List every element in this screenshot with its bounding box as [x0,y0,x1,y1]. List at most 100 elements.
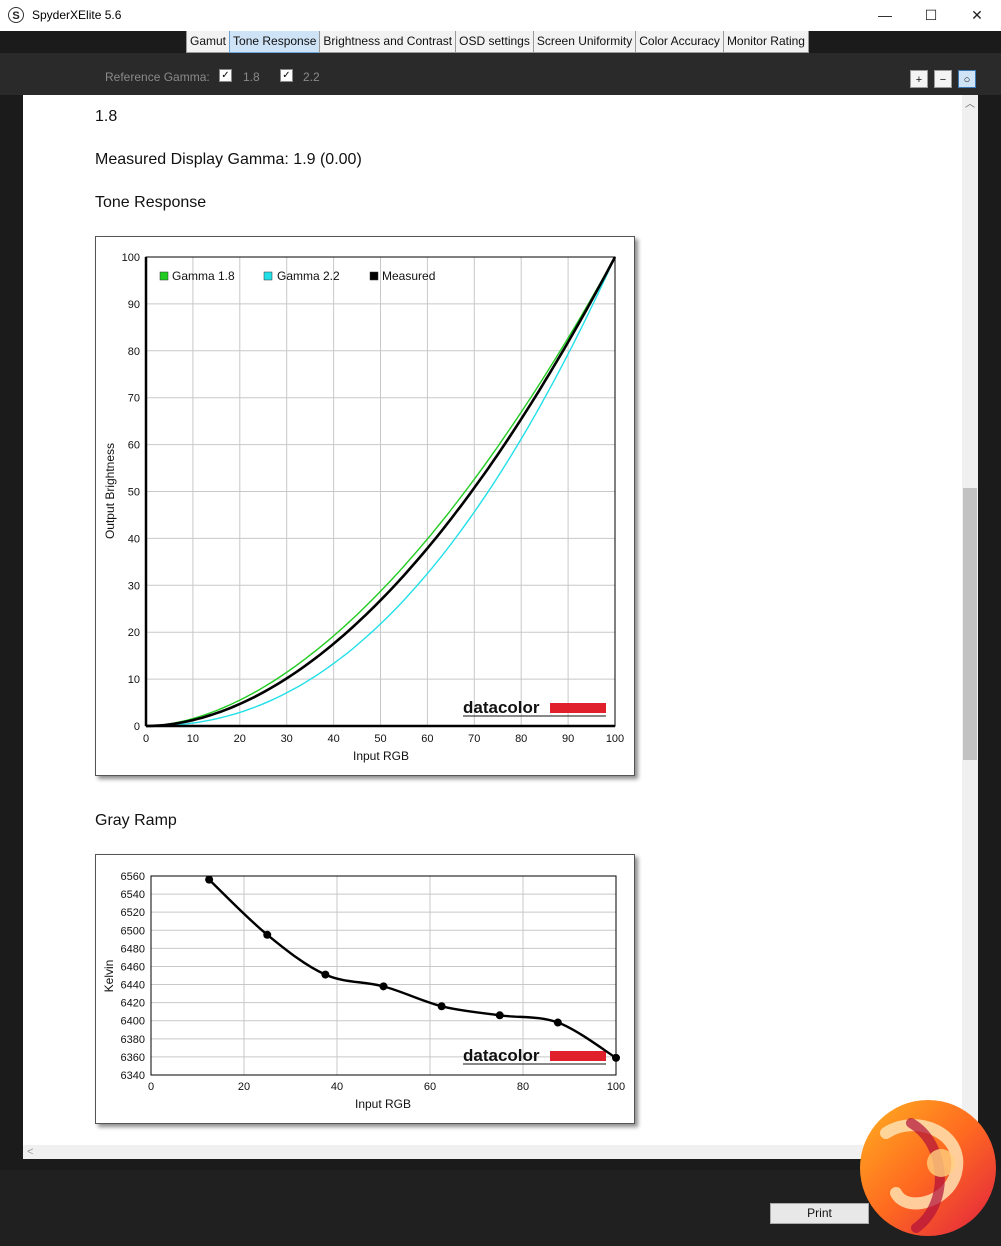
tab-bar: Gamut Tone Response Brightness and Contr… [186,31,809,53]
legend-swatch-gamma-18 [159,271,169,281]
tab-color-accuracy[interactable]: Color Accuracy [635,31,724,53]
gray-y-axis-label: Kelvin [102,960,116,993]
tone-x-tick: 0 [143,733,149,745]
scroll-left-icon[interactable]: < [27,1146,34,1158]
legend-gamma-22: Gamma 2.2 [277,269,340,283]
tone-response-chart: 0 10 20 30 40 50 60 70 80 90 100 0 10 20 30 40 50 60 70 80 9… [103,252,624,763]
tone-y-tick: 50 [128,487,140,499]
horizontal-scrollbar[interactable]: < [23,1145,962,1159]
tone-x-tick: 20 [234,733,246,745]
gamma-18-checkbox[interactable]: ✓ [219,69,232,82]
zoom-out-icon[interactable]: − [934,70,952,88]
gamma-18-label: 1.8 [243,70,260,84]
chart-legend: Gamma 1.8 Gamma 2.2 Measured [159,269,435,283]
print-button[interactable]: Print [770,1203,869,1224]
watermark-logo [860,1100,996,1236]
tone-y-tick: 90 [128,299,140,311]
tone-series-measured [145,256,617,728]
app-logo-icon: S [8,7,24,23]
tone-x-tick: 80 [515,733,527,745]
tone-x-tick: 100 [606,733,624,745]
gray-x-tick: 100 [607,1081,625,1093]
gray-ramp-point [437,1002,446,1011]
gray-y-tick: 6500 [121,925,145,937]
tone-y-tick: 60 [128,440,140,452]
gray-y-tick: 6480 [121,943,145,955]
gray-y-tick: 6420 [121,998,145,1010]
gray-x-axis-label: Input RGB [355,1097,411,1111]
tab-osd-settings[interactable]: OSD settings [455,31,534,53]
tone-series-gamma-2-2 [146,256,616,727]
svg-text:datacolor: datacolor [463,1046,540,1065]
datacolor-logo: datacolor [463,698,606,717]
svg-text:datacolor: datacolor [463,698,540,717]
gray-ramp-point [263,930,272,939]
tab-screen-uniformity[interactable]: Screen Uniformity [532,31,637,53]
tone-x-tick: 10 [187,733,199,745]
reference-gamma-value: 1.8 [95,108,118,125]
gray-x-tick: 40 [331,1081,343,1093]
gray-ramp-line [208,878,617,1059]
tab-brightness-contrast[interactable]: Brightness and Contrast [319,31,457,53]
vertical-scrollbar[interactable]: ︿ [962,95,978,1145]
tab-monitor-rating[interactable]: Monitor Rating [722,31,809,53]
gray-y-tick: 6380 [121,1034,145,1046]
gray-ramp-point [612,1053,620,1062]
zoom-fit-icon[interactable]: ○ [958,70,976,88]
tone-y-tick: 10 [128,674,140,686]
gray-ramp-heading: Gray Ramp [95,812,177,829]
tone-y-tick: 30 [128,580,140,592]
tab-tone-response[interactable]: Tone Response [229,31,321,53]
tone-y-tick: 80 [128,346,140,358]
tone-y-tick: 0 [134,721,140,733]
gray-ramp-point [553,1018,562,1027]
gamma-22-checkbox[interactable]: ✓ [280,69,293,82]
tone-x-tick: 60 [421,733,433,745]
gray-y-tick: 6340 [121,1070,145,1082]
tab-gamut[interactable]: Gamut [186,31,231,53]
scroll-up-icon[interactable]: ︿ [965,99,975,110]
tone-y-axis-label: Output Brightness [103,443,117,539]
gray-ramp-point [379,982,388,991]
gray-y-tick: 6460 [121,961,145,973]
toolbar [0,53,1001,95]
gray-x-tick: 20 [238,1081,250,1093]
legend-swatch-gamma-22 [263,271,273,281]
tone-response-heading: Tone Response [95,194,207,211]
gray-ramp-point [495,1011,504,1020]
tone-x-tick: 30 [281,733,293,745]
gray-ramp-chart-frame: 0 20 40 60 80 100 6340 6360 6380 6400 6420 6440 6460… [95,854,635,1124]
gray-ramp-chart: 0 20 40 60 80 100 6340 6360 6380 6400 6420 6440 6460… [102,871,625,1111]
tone-series-gamma-1-8 [145,256,616,727]
gray-ramp-point [205,875,214,884]
gray-y-tick: 6360 [121,1052,145,1064]
gray-y-tick: 6560 [121,871,145,883]
gray-x-tick: 60 [424,1081,436,1093]
tone-y-tick: 20 [128,627,140,639]
tone-y-tick: 40 [128,533,140,545]
minimize-button[interactable]: — [878,7,892,23]
gray-x-tick: 80 [517,1081,529,1093]
gray-y-tick: 6440 [121,980,145,992]
tone-y-tick: 100 [122,252,140,264]
tone-x-tick: 90 [562,733,574,745]
gray-y-tick: 6520 [121,907,145,919]
scrollbar-thumb[interactable] [963,488,977,760]
gray-ramp-point [321,970,330,979]
datacolor-logo-2: datacolor [463,1046,606,1065]
tone-response-chart-frame: 0 10 20 30 40 50 60 70 80 90 100 0 10 20 30 40 50 60 70 80 9… [95,236,635,776]
gray-x-tick: 0 [148,1081,154,1093]
tone-x-tick: 50 [374,733,386,745]
tone-x-tick: 70 [468,733,480,745]
tone-y-tick: 70 [128,393,140,405]
title-bar: S SpyderXElite 5.6 — ☐ ✕ [0,0,1001,31]
tone-x-tick: 40 [327,733,339,745]
maximize-button[interactable]: ☐ [924,7,938,23]
gray-y-tick: 6540 [121,889,145,901]
window-title: SpyderXElite 5.6 [32,8,122,22]
zoom-in-icon[interactable]: + [910,70,928,88]
legend-measured: Measured [382,269,435,283]
measured-gamma-text: Measured Display Gamma: 1.9 (0.00) [95,151,362,168]
close-button[interactable]: ✕ [971,7,983,23]
legend-swatch-measured [369,271,379,281]
